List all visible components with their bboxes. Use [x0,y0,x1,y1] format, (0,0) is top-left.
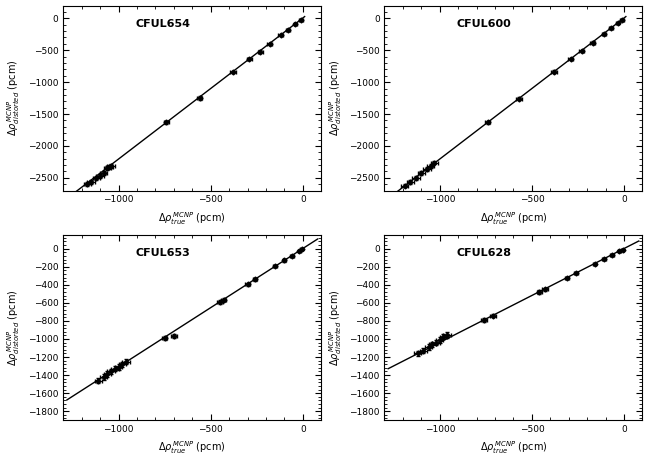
Y-axis label: $\Delta\rho_{distorted}^{\,MCNP}$ (pcm): $\Delta\rho_{distorted}^{\,MCNP}$ (pcm) [6,60,22,136]
X-axis label: $\Delta\rho_{true}^{\,MCNP}$ (pcm): $\Delta\rho_{true}^{\,MCNP}$ (pcm) [480,440,547,456]
X-axis label: $\Delta\rho_{true}^{\,MCNP}$ (pcm): $\Delta\rho_{true}^{\,MCNP}$ (pcm) [480,210,547,227]
X-axis label: $\Delta\rho_{true}^{\,MCNP}$ (pcm): $\Delta\rho_{true}^{\,MCNP}$ (pcm) [159,210,226,227]
Text: CFUL628: CFUL628 [457,248,512,258]
Text: CFUL654: CFUL654 [135,18,191,29]
Text: CFUL653: CFUL653 [135,248,191,258]
Y-axis label: $\Delta\rho_{distorted}^{\,MCNP}$ (pcm): $\Delta\rho_{distorted}^{\,MCNP}$ (pcm) [6,289,22,366]
Y-axis label: $\Delta\rho_{distorted}^{\,MCNP}$ (pcm): $\Delta\rho_{distorted}^{\,MCNP}$ (pcm) [327,289,343,366]
X-axis label: $\Delta\rho_{true}^{\,MCNP}$ (pcm): $\Delta\rho_{true}^{\,MCNP}$ (pcm) [159,440,226,456]
Text: CFUL600: CFUL600 [457,18,511,29]
Y-axis label: $\Delta\rho_{distorted}^{\,MCNP}$ (pcm): $\Delta\rho_{distorted}^{\,MCNP}$ (pcm) [327,60,343,136]
